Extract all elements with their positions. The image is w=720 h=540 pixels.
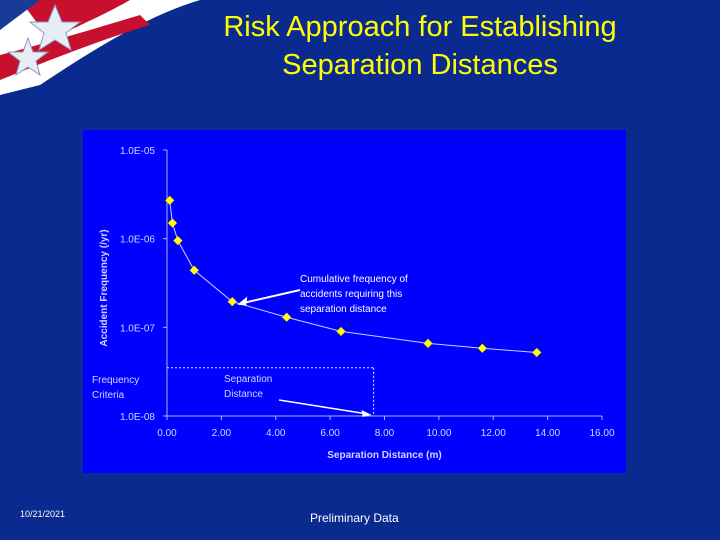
chart-svg: 1.0E-05 1.0E-06 1.0E-07 1.0E-080.00 2.00 4.00… bbox=[83, 130, 626, 473]
slide-date: 10/21/2021 bbox=[20, 509, 66, 519]
y-tick-label: 1.0E-08 bbox=[120, 412, 155, 423]
callout-text: accidents requiring this bbox=[300, 289, 402, 300]
y-tick-label: 1.0E-05 bbox=[120, 146, 155, 157]
data-point bbox=[227, 296, 238, 307]
slide-title: Risk Approach for Establishing Separatio… bbox=[150, 8, 690, 84]
data-point bbox=[173, 235, 183, 246]
y-tick-label: 1.0E-07 bbox=[120, 323, 155, 334]
star-icon bbox=[6, 36, 50, 77]
callout-text: Cumulative frequency of bbox=[300, 274, 408, 285]
flag-banner bbox=[0, 0, 200, 95]
data-point bbox=[336, 326, 346, 337]
y-tick-label: 1.0E-06 bbox=[120, 235, 155, 246]
distance-arrow bbox=[278, 399, 368, 415]
data-point bbox=[477, 343, 488, 354]
x-tick-label: 8.00 bbox=[375, 428, 395, 439]
series-line bbox=[169, 200, 537, 354]
x-axis-title: Separation Distance (m) bbox=[327, 450, 441, 461]
frequency-criteria-label: Frequency bbox=[92, 375, 139, 386]
data-point bbox=[189, 265, 200, 276]
x-tick-label: 16.00 bbox=[589, 428, 614, 439]
data-point bbox=[167, 218, 178, 228]
x-tick-label: 12.00 bbox=[481, 428, 506, 439]
data-point bbox=[281, 312, 292, 323]
star-icon bbox=[28, 3, 82, 52]
distance-arrowhead bbox=[361, 410, 372, 417]
title-line-1: Risk Approach for Establishing bbox=[223, 11, 617, 43]
data-point bbox=[164, 195, 175, 206]
callout-text: separation distance bbox=[300, 304, 387, 315]
preliminary-note: Preliminary Data bbox=[310, 511, 399, 525]
x-tick-label: 2.00 bbox=[212, 428, 232, 439]
callout-arrowhead bbox=[237, 296, 248, 306]
data-point bbox=[423, 338, 433, 349]
x-tick-label: 14.00 bbox=[535, 428, 560, 439]
separation-distance-label: Separation bbox=[224, 374, 272, 385]
y-axis-title: Accident Frequency (/yr) bbox=[99, 229, 110, 346]
x-tick-label: 4.00 bbox=[266, 428, 286, 439]
callout-arrow bbox=[240, 289, 301, 305]
x-tick-label: 0.00 bbox=[157, 428, 177, 439]
data-point bbox=[531, 347, 542, 358]
plot-area bbox=[83, 130, 626, 473]
chart: 1.0E-05 1.0E-06 1.0E-07 1.0E-08 0.00 2.00 4.00… bbox=[83, 130, 626, 473]
title-line-2: Separation Distances bbox=[282, 49, 558, 81]
x-tick-label: 6.00 bbox=[320, 428, 340, 439]
frequency-criteria-label: Criteria bbox=[92, 390, 125, 401]
separation-distance-label: Distance bbox=[224, 389, 263, 400]
x-tick-label: 10.00 bbox=[426, 428, 451, 439]
